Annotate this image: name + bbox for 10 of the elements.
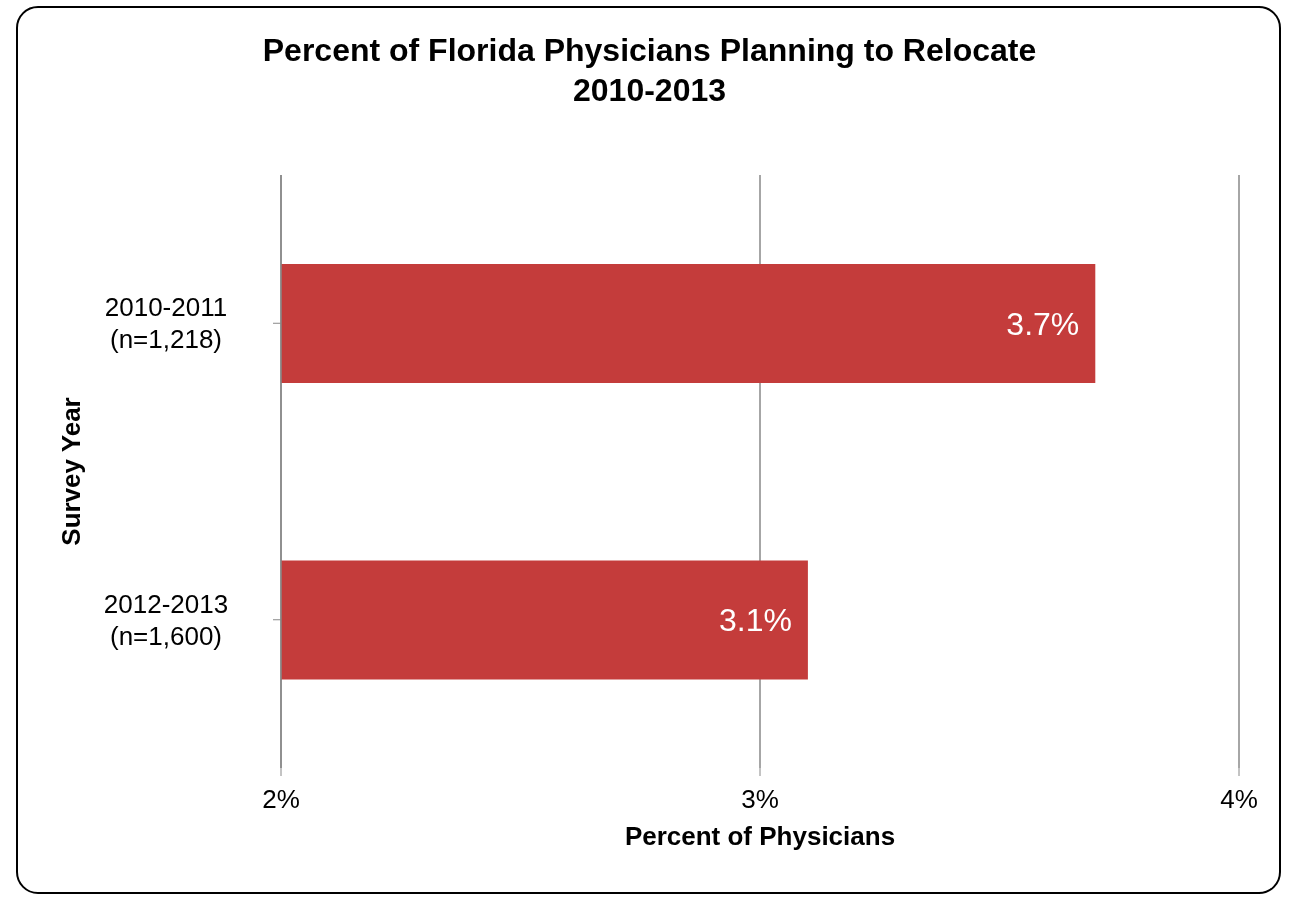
- chart-title: Percent of Florida Physicians Planning to Relocate 2010-2013: [261, 31, 1038, 110]
- y-tick-label: 2012-2013 (n=1,600): [103, 588, 229, 651]
- x-tick-label: 2%: [262, 784, 300, 815]
- x-axis-title: Percent of Physicians: [624, 821, 896, 851]
- y-axis-title: Survey Year: [56, 397, 87, 546]
- x-tick-label: 4%: [1220, 784, 1258, 815]
- data-label: 3.1%: [718, 602, 792, 639]
- y-tick-label: 2010-2011 (n=1,218): [104, 292, 228, 355]
- data-label: 3.7%: [1006, 305, 1080, 342]
- x-tick-label: 3%: [741, 784, 779, 815]
